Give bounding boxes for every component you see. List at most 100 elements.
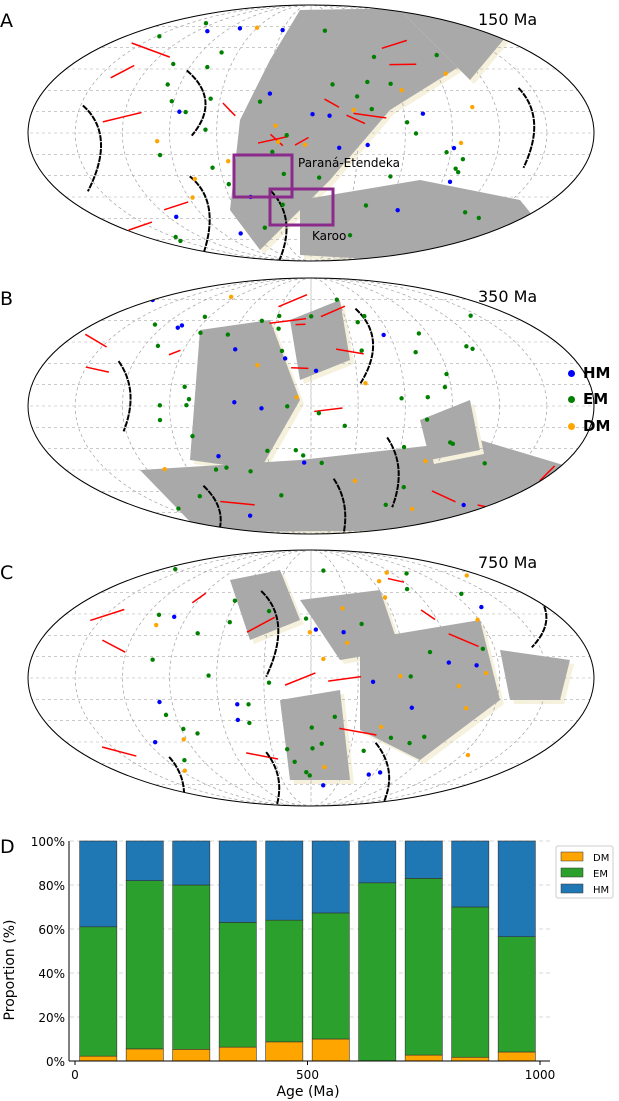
sample-point (266, 680, 272, 685)
mid-ocean-ridge (101, 746, 137, 757)
sample-point (190, 195, 195, 200)
sample-point (322, 28, 328, 33)
bar-hm (265, 840, 304, 921)
sample-point (482, 461, 487, 466)
sample-point (154, 138, 160, 144)
sample-point (310, 112, 315, 117)
map-legend-em: EM (568, 390, 608, 408)
mid-ocean-ridge (353, 112, 387, 119)
bar-hm (358, 840, 397, 884)
sample-point (427, 649, 433, 655)
subduction-zone (332, 478, 347, 534)
sample-point (235, 717, 241, 723)
sample-point (451, 145, 457, 151)
sample-point (293, 447, 299, 453)
sample-point (476, 215, 482, 221)
sample-point (460, 157, 466, 162)
map-legend-label: DM (583, 417, 611, 435)
mid-ocean-ridge (163, 201, 189, 211)
bar-dm (265, 1041, 304, 1062)
age-label-b: 350 Ma (478, 287, 538, 306)
bar-em (358, 882, 397, 1062)
subduction-zone (117, 360, 132, 432)
landmass (360, 620, 500, 760)
sample-point (395, 208, 400, 213)
sample-point (195, 731, 200, 736)
sample-point (270, 149, 275, 155)
sample-point (246, 702, 251, 707)
bar-em (404, 878, 443, 1056)
map-legend-label: EM (583, 390, 609, 408)
y-tick-label: 80% (38, 879, 65, 893)
panel-letter-c: C (0, 562, 14, 584)
sample-point (177, 109, 182, 114)
sample-point (192, 176, 198, 182)
panel-letter-b: B (0, 288, 14, 310)
sample-point (332, 714, 338, 720)
sample-point (210, 165, 215, 170)
sample-point (310, 746, 315, 751)
sample-point (181, 737, 186, 742)
map-content (28, 550, 594, 806)
sample-point (334, 297, 340, 302)
legend-swatch-hm (560, 883, 584, 894)
dm-dot-icon (568, 423, 575, 430)
sample-point (169, 99, 174, 104)
sample-point (316, 175, 322, 180)
sample-point (470, 346, 475, 352)
karoo-label: Karoo (312, 229, 346, 243)
landmass (290, 300, 350, 380)
sample-point (304, 770, 309, 775)
map-a: Paraná-Etendeka Karoo (27, 4, 595, 262)
sample-point (425, 395, 430, 400)
sample-point (208, 96, 213, 101)
panel-letter-d: D (0, 836, 15, 858)
sample-point (404, 571, 409, 576)
map-legend-dm: DM (568, 417, 610, 435)
sample-point (171, 61, 176, 67)
map-b (27, 277, 595, 535)
sample-point (422, 734, 427, 740)
sample-point (265, 448, 270, 454)
x-tick-label: 500 (296, 1068, 319, 1082)
sample-point (319, 460, 324, 466)
legend-label-hm: HM (593, 885, 609, 896)
sample-point (470, 104, 475, 110)
mid-ocean-ridge (84, 333, 107, 348)
sample-point (480, 646, 486, 651)
sample-point (152, 739, 158, 745)
sample-point (409, 506, 415, 512)
sample-point (444, 371, 449, 377)
sample-point (321, 656, 326, 662)
mid-ocean-ridge (547, 760, 567, 776)
landmass (230, 570, 300, 640)
sample-point (257, 99, 263, 104)
sample-point (456, 683, 462, 689)
sample-point (321, 568, 326, 573)
sample-point (205, 29, 210, 34)
sample-point (155, 343, 161, 349)
sample-point (216, 453, 221, 459)
mid-ocean-ridge (90, 608, 125, 622)
sample-point (163, 712, 169, 718)
sample-point (365, 79, 370, 85)
mid-ocean-ridge (335, 348, 364, 355)
meridian-gridline (263, 5, 359, 261)
mid-ocean-ridge (339, 727, 377, 736)
sample-point (292, 759, 297, 765)
sample-point (401, 484, 406, 490)
sample-point (468, 313, 473, 318)
sample-point (307, 630, 313, 635)
bar-em (265, 919, 304, 1043)
sample-point (228, 294, 234, 300)
mid-ocean-ridge (324, 98, 340, 108)
parana-etendeka-label: Paraná-Etendeka (298, 156, 400, 170)
sample-point (341, 630, 346, 635)
sample-point (162, 467, 167, 472)
sample-point (233, 347, 238, 352)
sample-point (474, 663, 479, 668)
landmass (140, 440, 580, 532)
subduction-zone (202, 485, 222, 534)
sample-point (319, 741, 324, 746)
